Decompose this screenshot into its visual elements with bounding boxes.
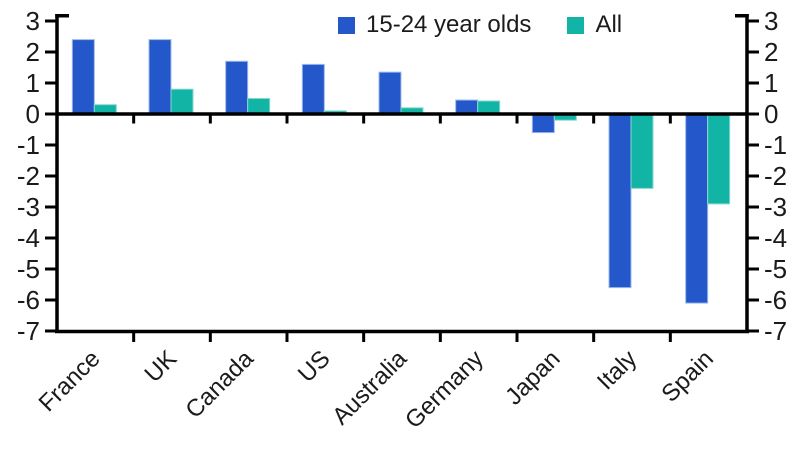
x-category-label: UK — [140, 345, 183, 388]
y-tick-label-left: -2 — [17, 161, 40, 191]
bar-spain-youth — [685, 113, 709, 304]
bar-australia-youth — [378, 71, 402, 115]
x-category-label: Spain — [656, 345, 719, 408]
y-tick-label-left: -5 — [17, 254, 40, 284]
y-tick-label-right: -1 — [764, 130, 787, 160]
y-tick-label-left: 2 — [26, 37, 40, 67]
y-tick-label-left: -4 — [17, 223, 40, 253]
bar-us-youth — [301, 63, 325, 115]
y-tick-label-left: 0 — [26, 99, 40, 129]
y-tick-label-left: -7 — [17, 316, 40, 346]
bar-france-youth — [71, 39, 95, 115]
y-tick-label-right: -6 — [764, 285, 787, 315]
y-tick-label-right: -3 — [764, 192, 787, 222]
y-tick-label-right: -4 — [764, 223, 787, 253]
x-category-label: Italy — [592, 345, 642, 395]
y-tick-label-left: -3 — [17, 192, 40, 222]
x-category-label: Japan — [500, 345, 565, 410]
y-tick-label-right: 0 — [764, 99, 778, 129]
y-tick-label-right: 3 — [764, 6, 778, 36]
bar-germany-youth — [455, 99, 479, 115]
bar-germany-all — [477, 100, 501, 115]
y-tick-label-right: 1 — [764, 68, 778, 98]
y-tick-label-right: -7 — [764, 316, 787, 346]
bar-uk-youth — [148, 39, 172, 115]
bar-italy-all — [630, 113, 654, 189]
x-category-label: Canada — [180, 345, 259, 424]
bar-italy-youth — [608, 113, 632, 289]
x-category-label: US — [293, 345, 336, 388]
y-tick-label-left: 1 — [26, 68, 40, 98]
x-category-label: France — [34, 345, 106, 417]
bar-uk-all — [170, 88, 194, 115]
x-category-label: Australia — [327, 345, 413, 431]
y-tick-label-right: -2 — [764, 161, 787, 191]
y-tick-label-left: -6 — [17, 285, 40, 315]
bar-japan-youth — [531, 113, 555, 134]
y-tick-label-left: 3 — [26, 6, 40, 36]
bar-spain-all — [707, 113, 731, 205]
bar-canada-youth — [225, 60, 249, 115]
y-tick-label-right: 2 — [764, 37, 778, 67]
bar-canada-all — [247, 98, 271, 115]
y-tick-label-left: -1 — [17, 130, 40, 160]
y-tick-label-right: -5 — [764, 254, 787, 284]
x-category-label: Germany — [400, 345, 489, 434]
